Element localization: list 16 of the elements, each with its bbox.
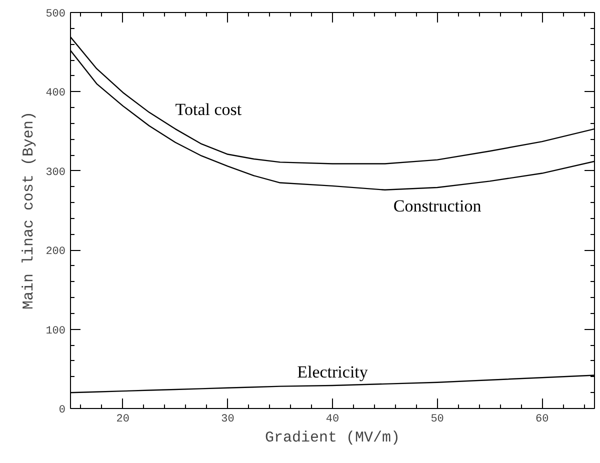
y-tick-label: 100 bbox=[46, 325, 66, 338]
series-label: Total cost bbox=[175, 100, 242, 119]
y-tick-label: 300 bbox=[46, 166, 66, 179]
x-tick-label: 50 bbox=[430, 414, 444, 426]
x-tick-label: 60 bbox=[536, 414, 549, 426]
series-label: Construction bbox=[393, 196, 482, 216]
x-tick-label: 20 bbox=[116, 414, 130, 426]
x-axis-title: Gradient (MV/m) bbox=[264, 430, 400, 446]
y-tick-label: 500 bbox=[46, 8, 66, 20]
y-axis-title: Main linac cost (Byen) bbox=[20, 111, 38, 310]
series-label: Electricity bbox=[297, 362, 368, 382]
x-tick-label: 40 bbox=[326, 414, 340, 426]
y-tick-label: 200 bbox=[46, 246, 66, 258]
y-tick-label: 0 bbox=[58, 404, 66, 416]
y-tick-label: 400 bbox=[46, 88, 66, 100]
x-tick-label: 30 bbox=[221, 414, 234, 426]
